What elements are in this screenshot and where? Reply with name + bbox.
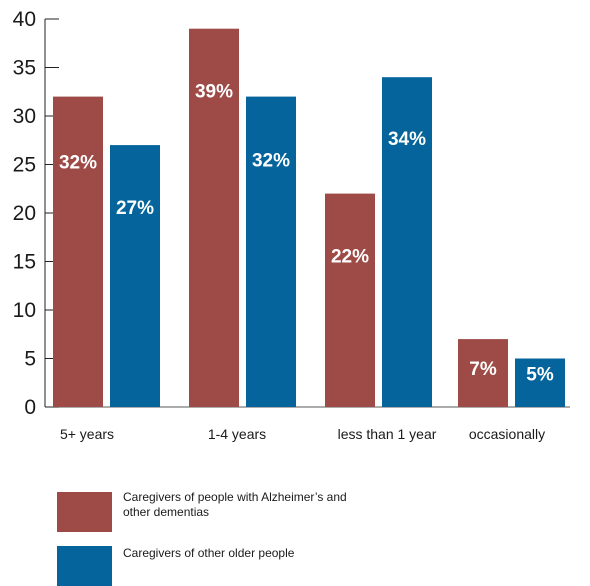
data-label: 32% — [252, 151, 290, 172]
y-tick-label: 25 — [13, 154, 36, 177]
data-label: 34% — [388, 129, 426, 150]
y-tick-label: 10 — [13, 299, 36, 322]
x-tick-label: occasionally — [469, 426, 545, 442]
legend-label-other: Caregivers of other older people — [123, 546, 295, 560]
data-label: 32% — [59, 153, 97, 174]
bar-alzheimers — [189, 28, 239, 407]
bar-other — [110, 145, 160, 407]
bar-alzheimers — [53, 96, 103, 407]
data-label: 27% — [116, 198, 154, 219]
bar-other — [382, 77, 432, 407]
data-label: 7% — [469, 359, 497, 380]
x-tick-label: less than 1 year — [338, 426, 437, 442]
axes: 0 5 10 15 20 25 30 35 40 5+ years 1-4 years less th… — [13, 8, 570, 442]
data-label: 22% — [331, 247, 369, 268]
y-tick-label: 20 — [13, 202, 36, 225]
bar-other — [246, 96, 296, 407]
bars — [53, 28, 565, 407]
data-label: 5% — [526, 365, 554, 386]
bar-alzheimers — [325, 193, 375, 407]
y-tick-label: 15 — [13, 251, 36, 274]
y-tick-label: 35 — [13, 57, 36, 80]
legend-label-alzheimers: Caregivers of people with Alzheimer’s an… — [123, 490, 347, 519]
y-tick-label: 30 — [13, 105, 36, 128]
bar-other — [515, 358, 565, 407]
y-tick-label: 5 — [24, 348, 36, 371]
data-labels: 32% 27% 39% 32% 22% 34% 7% 5% — [59, 82, 554, 386]
x-tick-label: 5+ years — [60, 426, 114, 442]
bar-alzheimers — [458, 339, 508, 407]
x-tick-label: 1-4 years — [208, 426, 266, 442]
legend-swatch-other — [57, 546, 112, 586]
legend-swatch-alzheimers — [57, 492, 112, 532]
data-label: 39% — [195, 82, 233, 103]
y-tick-label: 0 — [24, 396, 36, 419]
y-tick-label: 40 — [13, 8, 36, 31]
